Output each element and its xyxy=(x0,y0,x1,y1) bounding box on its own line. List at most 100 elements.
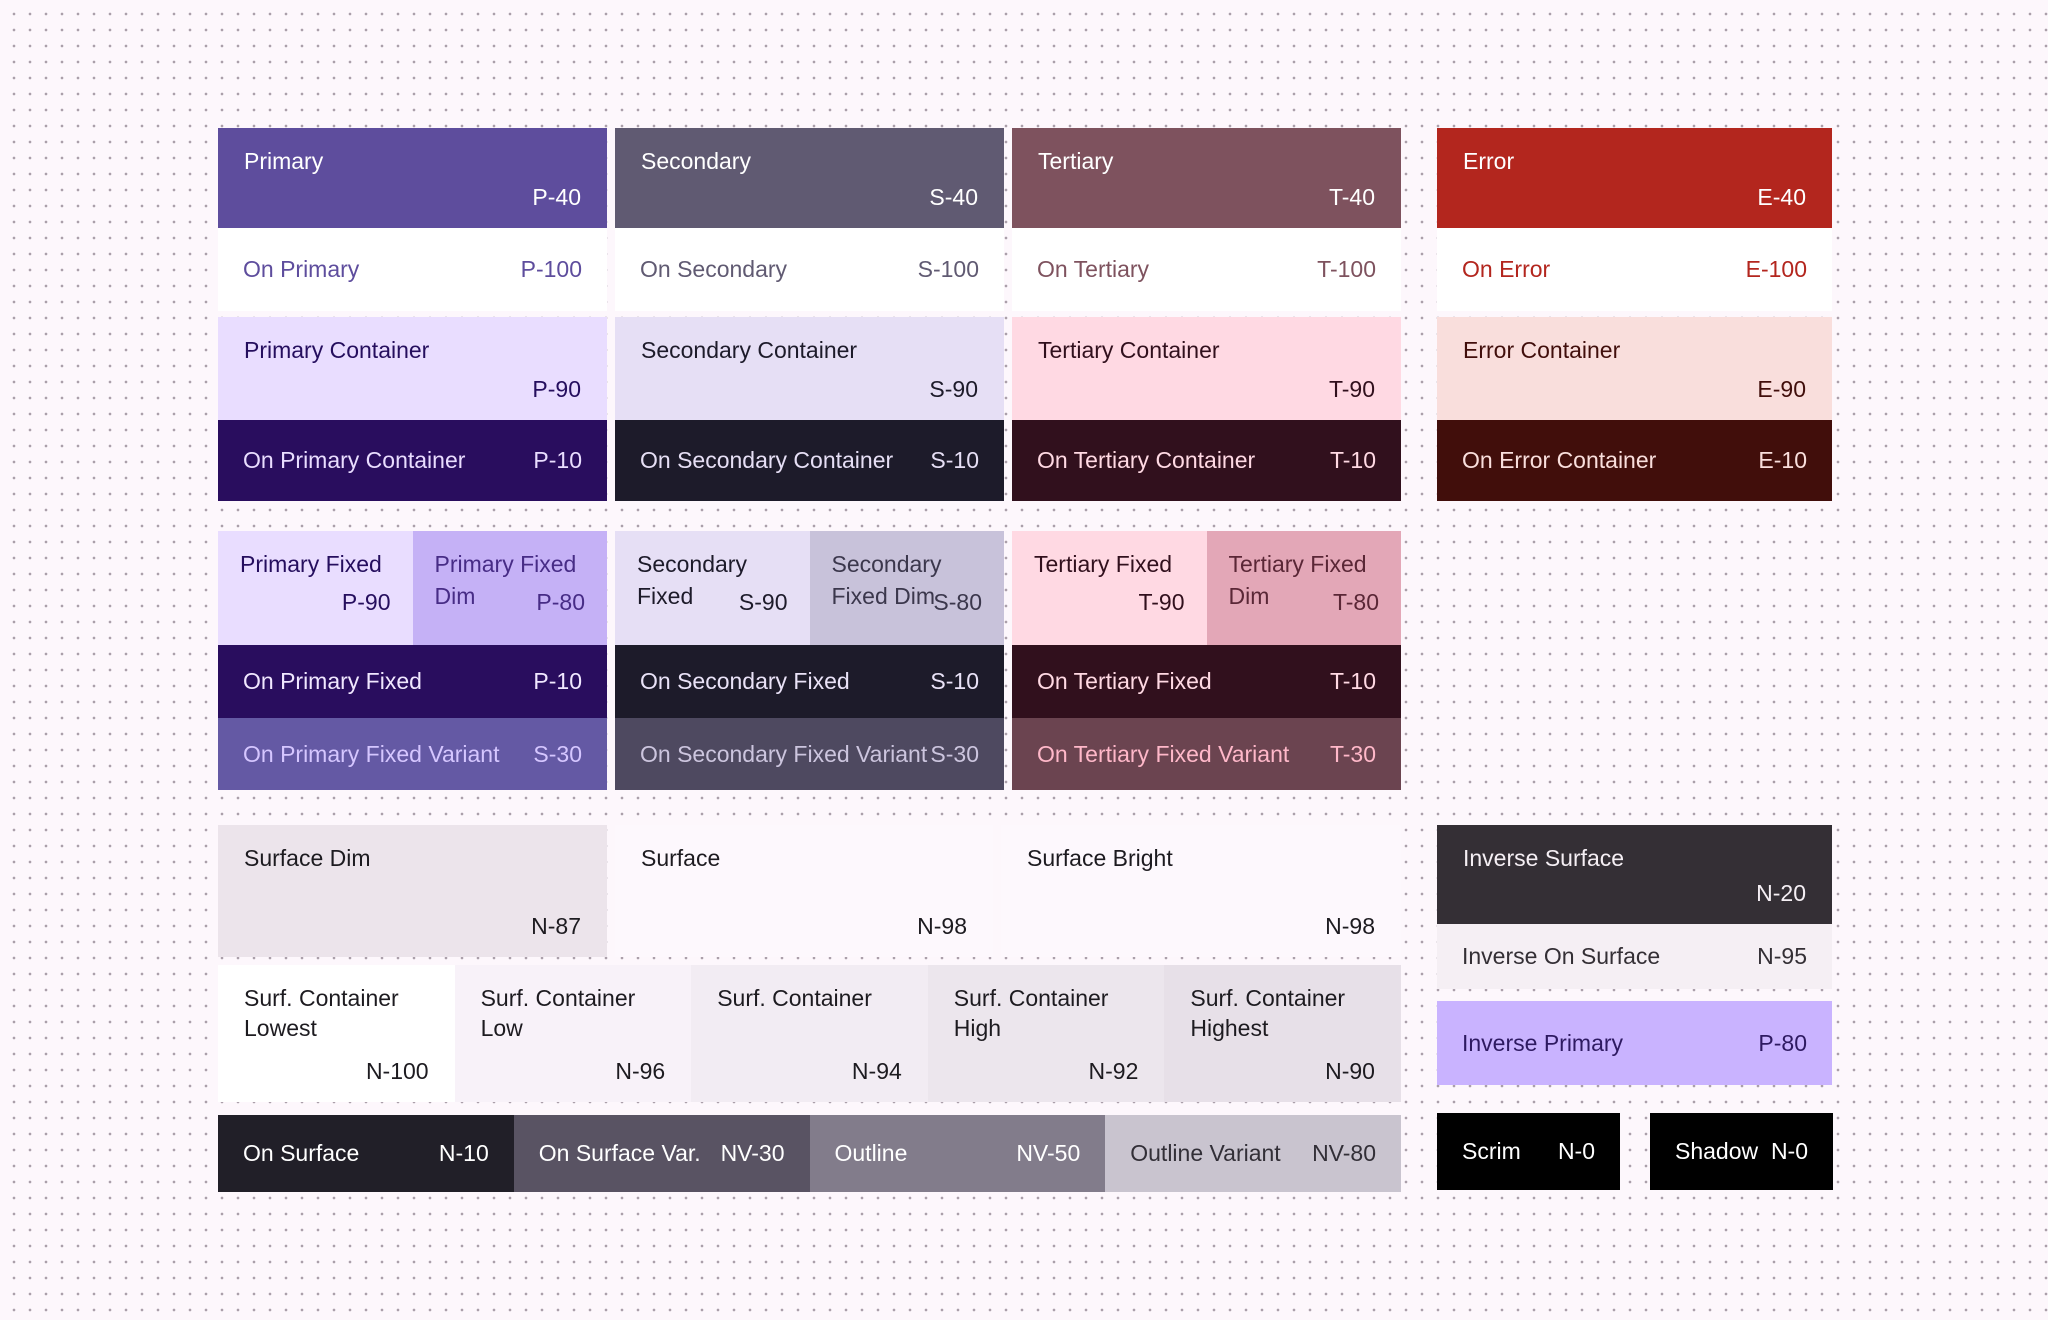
swatch-on-secondary-container-value: S-10 xyxy=(930,447,979,474)
swatch-tertiary-fixed-dim-label: Tertiary Fixed Dim xyxy=(1228,551,1367,609)
swatch-inverse-on-surface-label: Inverse On Surface xyxy=(1462,943,1661,970)
swatch-secondary-value: S-40 xyxy=(929,183,978,210)
swatch-secondary-fixed-dim: Secondary Fixed Dim S-80 xyxy=(809,531,1004,645)
swatch-on-secondary-fixed-label: On Secondary Fixed xyxy=(640,668,850,695)
swatch-error: Error E-40 xyxy=(1437,128,1832,228)
tonal-row: Primary P-40 On Primary P-100 Primary Contai… xyxy=(218,128,1401,501)
swatch-on-tertiary-fixed-variant-label: On Tertiary Fixed Variant xyxy=(1037,740,1290,767)
swatch-primary-container-label: Primary Container xyxy=(244,337,430,363)
swatch-on-primary-container: On Primary Container P-10 xyxy=(218,420,607,501)
swatch-error-container: Error Container E-90 xyxy=(1437,317,1832,420)
swatch-scrim-value: N-0 xyxy=(1557,1138,1595,1165)
swatch-surface-container-2-value: N-94 xyxy=(851,1057,902,1084)
swatch-surface-container-1: Surf. Container Low N-96 xyxy=(454,965,692,1102)
inverse-group: Inverse Surface N-20 Inverse On Surface N-9… xyxy=(1437,501,1832,1085)
swatch-on-tertiary-value: T-100 xyxy=(1317,256,1376,283)
swatch-tertiary-label: Tertiary xyxy=(1038,148,1114,174)
swatch-error-label: Error xyxy=(1463,148,1515,174)
swatch-inverse-surface: Inverse Surface N-20 xyxy=(1437,825,1832,924)
swatch-secondary-container-value: S-90 xyxy=(929,375,978,402)
swatch-on-primary-value: P-100 xyxy=(520,256,582,283)
swatch-shadow: Shadow N-0 xyxy=(1650,1113,1833,1190)
swatch-surface-container-0-value: N-100 xyxy=(365,1057,429,1084)
swatch-on-tertiary-fixed-label: On Tertiary Fixed xyxy=(1037,668,1212,695)
swatch-tertiary-container-label: Tertiary Container xyxy=(1038,337,1220,363)
swatch-bottom-2-label: Outline xyxy=(834,1140,908,1167)
fixed-row: Primary Fixed P-90 Primary Fixed Dim P-80 On… xyxy=(218,531,1401,790)
swatch-bottom-2: Outline NV-50 xyxy=(809,1115,1106,1192)
swatch-inverse-surface-label: Inverse Surface xyxy=(1463,845,1625,871)
swatch-on-tertiary-container: On Tertiary Container T-10 xyxy=(1012,420,1401,501)
swatch-on-tertiary-label: On Tertiary xyxy=(1037,256,1150,283)
swatch-surface-bright: Surface Bright N-98 xyxy=(1001,825,1401,957)
swatch-tertiary-fixed-value: T-90 xyxy=(1138,589,1185,616)
swatch-secondary-fixed: Secondary Fixed S-90 xyxy=(615,531,810,645)
swatch-surface-container-1-label: Surf. Container Low xyxy=(480,985,636,1042)
swatch-on-tertiary-fixed-variant: On Tertiary Fixed Variant T-30 xyxy=(1012,718,1401,790)
tertiary-fixed-split: Tertiary Fixed T-90 Tertiary Fixed Dim T-80 xyxy=(1012,531,1401,645)
swatch-surface-value: N-98 xyxy=(917,912,967,939)
swatch-on-secondary: On Secondary S-100 xyxy=(615,228,1004,311)
swatch-on-error-value: E-100 xyxy=(1745,256,1807,283)
on-surface-outline-row: On Surface N-10 On Surface Var. NV-30 Outlin… xyxy=(218,1115,1401,1192)
swatch-primary-fixed-label: Primary Fixed xyxy=(240,551,382,577)
swatch-on-secondary-fixed-variant: On Secondary Fixed Variant S-30 xyxy=(615,718,1004,790)
swatch-bottom-2-value: NV-50 xyxy=(1016,1140,1081,1167)
tertiary-fixed-group: Tertiary Fixed T-90 Tertiary Fixed Dim T-80… xyxy=(1012,531,1401,790)
swatch-tertiary-container-value: T-90 xyxy=(1328,375,1375,402)
swatch-surface-container-3: Surf. Container High N-92 xyxy=(927,965,1165,1102)
swatch-bottom-1-value: NV-30 xyxy=(720,1140,785,1167)
swatch-on-primary-fixed-variant-label: On Primary Fixed Variant xyxy=(243,740,500,767)
swatch-surface-container-4-value: N-90 xyxy=(1325,1057,1375,1084)
swatch-surface-container-0: Surf. Container Lowest N-100 xyxy=(218,965,455,1102)
swatch-surface-dim: Surface Dim N-87 xyxy=(218,825,607,957)
swatch-bottom-0: On Surface N-10 xyxy=(218,1115,514,1192)
swatch-on-secondary-fixed: On Secondary Fixed S-10 xyxy=(615,645,1004,718)
swatch-error-container-value: E-90 xyxy=(1757,375,1806,402)
swatch-bottom-3-value: NV-80 xyxy=(1312,1140,1376,1167)
swatch-inverse-on-surface: Inverse On Surface N-95 xyxy=(1437,924,1832,989)
swatch-on-secondary-container: On Secondary Container S-10 xyxy=(615,420,1004,501)
primary-tonal-group: Primary P-40 On Primary P-100 Primary Contai… xyxy=(218,128,607,501)
swatch-shadow-value: N-0 xyxy=(1770,1138,1808,1165)
swatch-surface-container-2-label: Surf. Container xyxy=(717,985,872,1011)
scheme-right-region: Error E-40 On Error E-100 Error Container E-9… xyxy=(1437,128,1833,1190)
swatch-secondary-label: Secondary xyxy=(641,148,751,174)
swatch-surface-container-3-label: Surf. Container High xyxy=(953,985,1109,1042)
swatch-inverse-primary: Inverse Primary P-80 xyxy=(1437,1001,1832,1085)
swatch-on-primary-container-value: P-10 xyxy=(533,447,582,474)
swatch-shadow-label: Shadow xyxy=(1675,1138,1759,1165)
swatch-on-primary-fixed-label: On Primary Fixed xyxy=(243,668,422,695)
swatch-on-secondary-fixed-variant-value: S-30 xyxy=(930,740,979,767)
swatch-on-primary: On Primary P-100 xyxy=(218,228,607,311)
swatch-bottom-3: Outline Variant NV-80 xyxy=(1105,1115,1401,1192)
surface-container-row: Surf. Container Lowest N-100 Surf. Contain… xyxy=(218,965,1401,1102)
swatch-bottom-0-label: On Surface xyxy=(243,1140,360,1167)
swatch-on-secondary-container-label: On Secondary Container xyxy=(640,447,894,474)
swatch-surface-label: Surface xyxy=(641,845,721,871)
swatch-on-secondary-value: S-100 xyxy=(917,256,979,283)
swatch-primary-container: Primary Container P-90 xyxy=(218,317,607,420)
swatch-primary-container-value: P-90 xyxy=(532,375,581,402)
swatch-on-error: On Error E-100 xyxy=(1437,228,1832,311)
scheme-left-region: Primary P-40 On Primary P-100 Primary Contai… xyxy=(218,128,1401,1192)
swatch-on-primary-label: On Primary xyxy=(243,256,360,283)
swatch-tertiary-fixed-dim-value: T-80 xyxy=(1332,589,1379,616)
swatch-bottom-1-label: On Surface Var. xyxy=(538,1140,701,1167)
swatch-primary-fixed-dim-label: Primary Fixed Dim xyxy=(434,551,577,609)
swatch-surface-container-4: Surf. Container Highest N-90 xyxy=(1164,965,1401,1102)
swatch-error-value: E-40 xyxy=(1757,183,1806,210)
swatch-on-primary-fixed: On Primary Fixed P-10 xyxy=(218,645,607,718)
swatch-surface-container-4-label: Surf. Container Highest xyxy=(1190,985,1346,1042)
swatch-primary-fixed-dim-value: P-80 xyxy=(536,589,585,616)
swatch-surface-container-2: Surf. Container N-94 xyxy=(691,965,928,1102)
swatch-primary-fixed-value: P-90 xyxy=(341,589,391,616)
swatch-bottom-3-label: Outline Variant xyxy=(1130,1140,1281,1167)
swatch-on-error-container: On Error Container E-10 xyxy=(1437,420,1832,501)
swatch-surface-container-0-label: Surf. Container Lowest xyxy=(244,985,399,1042)
surface-row: Surface Dim N-87 Surface N-98 Surface Bright… xyxy=(218,825,1401,957)
swatch-tertiary: Tertiary T-40 xyxy=(1012,128,1401,228)
swatch-secondary-fixed-value: S-90 xyxy=(738,589,788,616)
swatch-on-error-label: On Error xyxy=(1462,256,1551,283)
